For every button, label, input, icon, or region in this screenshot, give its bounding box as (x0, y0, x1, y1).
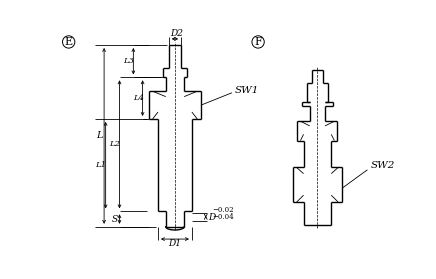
Text: SW2: SW2 (371, 161, 395, 170)
Text: −0.02: −0.02 (213, 206, 234, 215)
Text: F: F (254, 37, 262, 47)
Text: L1: L1 (95, 161, 106, 169)
Text: D: D (208, 213, 215, 222)
Text: L3: L3 (123, 57, 134, 65)
Text: E: E (65, 37, 73, 47)
Text: L4: L4 (133, 94, 144, 102)
Text: D1: D1 (168, 239, 181, 248)
Text: L: L (96, 131, 103, 140)
Text: −0.04: −0.04 (213, 213, 234, 221)
Text: D2: D2 (170, 29, 183, 38)
Text: SW1: SW1 (235, 86, 259, 95)
Text: L2: L2 (109, 140, 120, 148)
Text: S: S (112, 215, 118, 223)
